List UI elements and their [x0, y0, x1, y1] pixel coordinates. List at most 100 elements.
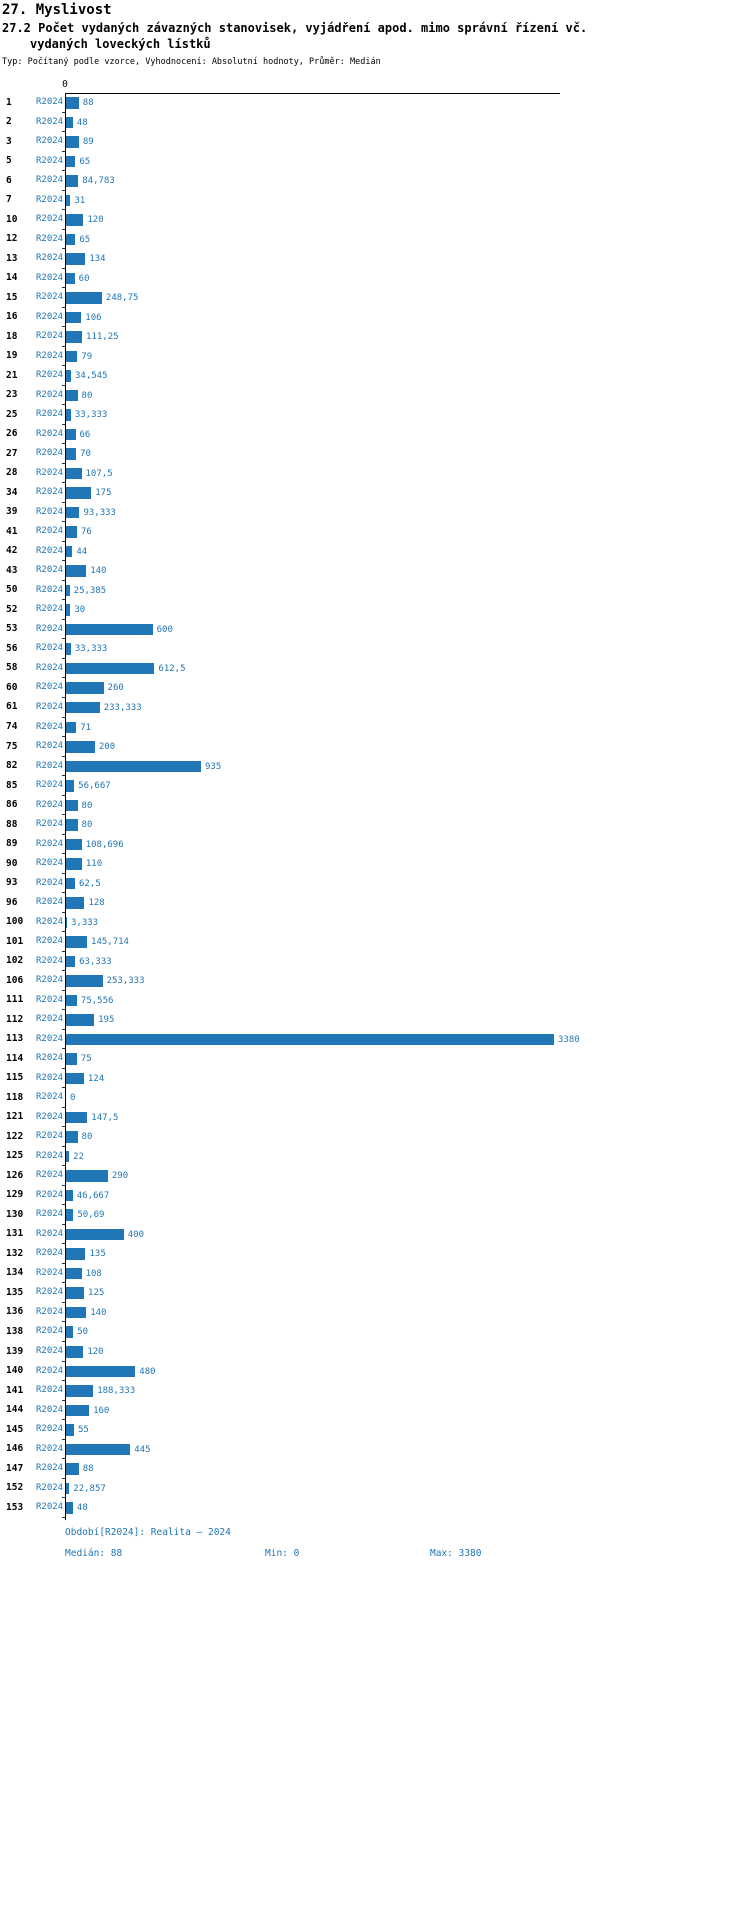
bar[interactable] — [66, 97, 79, 109]
bar[interactable] — [66, 1346, 84, 1358]
bar[interactable] — [66, 311, 82, 324]
bar[interactable] — [66, 253, 86, 265]
bar[interactable] — [66, 701, 100, 714]
bar[interactable] — [66, 389, 78, 402]
axis-tick — [62, 170, 65, 172]
bar[interactable] — [66, 584, 70, 597]
chart-row: 135 R2024 125 — [0, 1283, 750, 1303]
row-id-label: 100 — [6, 916, 24, 928]
bar[interactable] — [66, 155, 76, 168]
chart-row: 146 R2024 445 — [0, 1440, 750, 1460]
bar[interactable] — [66, 467, 82, 480]
bar[interactable] — [66, 1443, 131, 1456]
bar[interactable] — [66, 409, 71, 421]
bar[interactable] — [66, 916, 67, 929]
bar[interactable] — [66, 331, 83, 343]
bar[interactable] — [66, 1404, 90, 1417]
bar[interactable] — [66, 1463, 79, 1475]
bar[interactable] — [66, 623, 153, 636]
bar[interactable] — [66, 194, 71, 207]
row-id-label: 88 — [6, 818, 18, 830]
row-series-label: R2024 — [36, 916, 64, 927]
bar[interactable] — [66, 1209, 74, 1221]
bar[interactable] — [66, 1287, 85, 1299]
bar-value-label: 48 — [76, 1503, 88, 1514]
bar[interactable] — [66, 1189, 73, 1202]
row-id-label: 85 — [6, 779, 18, 791]
bar[interactable] — [66, 545, 73, 558]
bar[interactable] — [66, 526, 77, 538]
bar[interactable] — [66, 1150, 70, 1163]
bar-value-label: 128 — [88, 898, 105, 909]
bar[interactable] — [66, 897, 85, 909]
bar[interactable] — [66, 487, 92, 499]
chart-row: 138 R2024 50 — [0, 1322, 750, 1342]
bar[interactable] — [66, 370, 71, 382]
bar-value-label: 80 — [81, 1132, 93, 1143]
bar[interactable] — [66, 662, 155, 675]
bar[interactable] — [66, 819, 78, 831]
bar[interactable] — [66, 604, 71, 616]
bar[interactable] — [66, 877, 76, 890]
bar[interactable] — [66, 1033, 554, 1046]
bar[interactable] — [66, 760, 201, 773]
bar-value-label: 160 — [93, 1405, 110, 1416]
bar[interactable] — [66, 994, 77, 1007]
bar[interactable] — [66, 1502, 73, 1514]
bar[interactable] — [66, 1014, 95, 1026]
bar[interactable] — [66, 955, 76, 968]
bar[interactable] — [66, 799, 78, 812]
row-id-label: 130 — [6, 1208, 24, 1220]
bar[interactable] — [66, 858, 82, 870]
bar[interactable] — [66, 936, 88, 948]
bar[interactable] — [66, 1267, 82, 1280]
bar[interactable] — [66, 175, 79, 187]
bar[interactable] — [66, 214, 84, 226]
row-id-label: 53 — [6, 623, 18, 635]
row-id-label: 10 — [6, 213, 18, 225]
bar[interactable] — [66, 292, 102, 304]
bar[interactable] — [66, 565, 87, 577]
bar[interactable] — [66, 1424, 74, 1436]
row-series-label: R2024 — [36, 741, 64, 752]
chart-row: 130 R2024 50,69 — [0, 1205, 750, 1225]
bar[interactable] — [66, 428, 76, 441]
bar[interactable] — [66, 838, 82, 851]
axis-tick — [62, 1419, 65, 1421]
row-id-label: 122 — [6, 1130, 24, 1142]
bar-value-label: 80 — [81, 820, 93, 831]
bar[interactable] — [66, 1248, 86, 1260]
axis-tick — [62, 482, 65, 484]
bar[interactable] — [66, 272, 75, 285]
row-series-label: R2024 — [36, 1228, 64, 1239]
bar[interactable] — [66, 233, 76, 246]
bar[interactable] — [66, 1228, 124, 1241]
bar[interactable] — [66, 448, 77, 460]
bar[interactable] — [66, 643, 71, 655]
bar-value-label: 93,333 — [83, 507, 116, 518]
row-id-label: 16 — [6, 311, 18, 323]
bar[interactable] — [66, 136, 79, 148]
bar[interactable] — [66, 1482, 70, 1495]
chart-subtitle-line2: vydaných loveckých lístků — [30, 37, 211, 51]
bar[interactable] — [66, 1326, 74, 1338]
bar[interactable] — [66, 1111, 88, 1124]
bar-value-label: 22 — [73, 1151, 85, 1162]
bar[interactable] — [66, 1385, 94, 1397]
bar[interactable] — [66, 506, 80, 519]
bar[interactable] — [66, 682, 104, 694]
bar[interactable] — [66, 975, 103, 987]
bar[interactable] — [66, 1170, 108, 1182]
bar[interactable] — [66, 780, 75, 792]
bar[interactable] — [66, 1306, 87, 1319]
row-id-label: 144 — [6, 1404, 24, 1416]
bar[interactable] — [66, 1072, 84, 1085]
bar[interactable] — [66, 741, 95, 753]
bar[interactable] — [66, 1131, 78, 1143]
bar[interactable] — [66, 1365, 136, 1378]
bar[interactable] — [66, 350, 78, 363]
bar[interactable] — [66, 1053, 77, 1065]
bar[interactable] — [66, 116, 73, 129]
chart-row: 114 R2024 75 — [0, 1049, 750, 1069]
bar[interactable] — [66, 721, 77, 733]
